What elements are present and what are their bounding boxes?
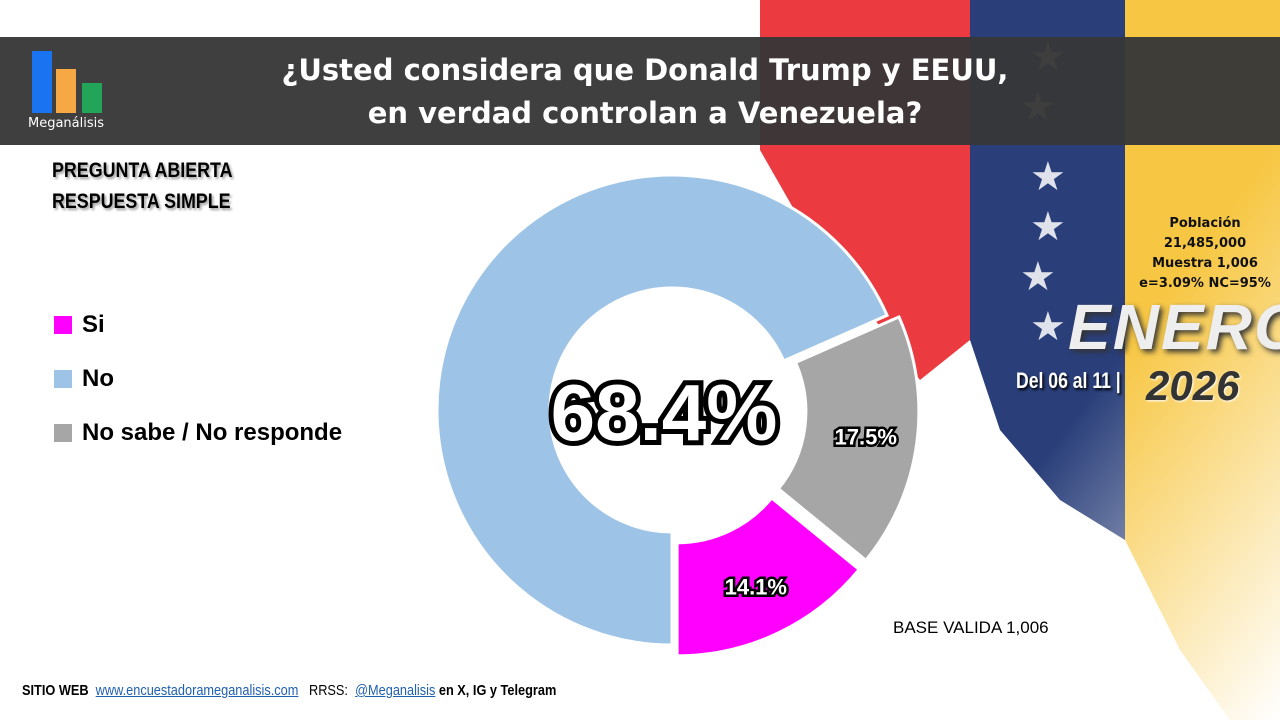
header-bar: Meganálisis ¿Usted considera que Donald … — [0, 37, 1280, 145]
survey-info: Población 21,485,000 Muestra 1,006 e=3.0… — [1130, 214, 1280, 294]
legend-item-ns-nr: No sabe / No responde — [54, 406, 342, 460]
slice-no — [435, 173, 890, 647]
legend-label: No — [82, 365, 114, 392]
website-link[interactable]: www.encuestadorameganalisis.com — [95, 682, 299, 699]
poblacion-value: 21,485,000 — [1163, 236, 1247, 251]
legend-label: No sabe / No responde — [82, 419, 343, 446]
question-type-line-1: PREGUNTA ABIERTA — [52, 159, 233, 182]
site-label: SITIO WEB — [22, 682, 89, 699]
footer: SITIO WEB www.encuestadorameganalisis.co… — [22, 682, 556, 699]
title-line-2: en verdad controlan a Venezuela? — [367, 96, 923, 130]
period-year: 2026 — [1146, 362, 1240, 409]
question-type-line-2: RESPUESTA SIMPLE — [52, 190, 231, 213]
data-label-si: 14.1% — [725, 575, 787, 600]
data-label-no-sabe: 17.5% — [835, 424, 897, 449]
slice-no-sabe — [776, 314, 921, 563]
legend-item-si: Si — [54, 298, 342, 352]
question-type: PREGUNTA ABIERTA RESPUESTA SIMPLE — [52, 155, 232, 217]
muestra: Muestra 1,006 — [1152, 256, 1258, 271]
title-line-1: ¿Usted considera que Donald Trump y EEUU… — [281, 53, 1009, 87]
margin-error: e=3.09% NC=95% — [1139, 276, 1271, 291]
base-valida: BASE VALIDA 1,006 — [893, 618, 1049, 637]
poblacion-label: Población — [1169, 216, 1241, 231]
period-dates: Del 06 al 11 | — [1016, 368, 1121, 393]
period-month: ENERO — [1068, 291, 1280, 363]
chart-legend: Si No No sabe / No responde — [54, 298, 342, 460]
slice-si — [675, 495, 862, 658]
page-title: ¿Usted considera que Donald Trump y EEUU… — [230, 49, 1060, 135]
data-label-no: 68.4% — [551, 368, 778, 457]
logo-text: Meganálisis — [28, 116, 105, 131]
rrss-label: RRSS: — [309, 682, 348, 699]
social-handle-link[interactable]: @Meganalisis — [355, 682, 436, 699]
legend-label: Si — [82, 311, 105, 338]
social-platforms: en X, IG y Telegram — [438, 682, 557, 699]
legend-item-no: No — [54, 352, 342, 406]
meganalisis-logo — [26, 49, 116, 139]
